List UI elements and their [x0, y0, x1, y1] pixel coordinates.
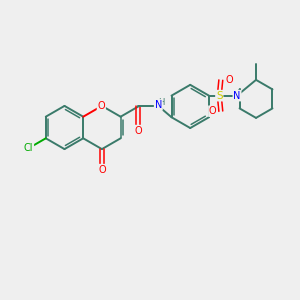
Text: N: N	[154, 100, 162, 110]
Text: O: O	[98, 165, 106, 175]
Text: O: O	[98, 101, 105, 111]
Text: Cl: Cl	[24, 143, 33, 153]
Text: H: H	[158, 98, 164, 107]
Text: S: S	[216, 91, 223, 100]
Text: O: O	[135, 126, 142, 136]
Text: O: O	[225, 75, 233, 85]
Text: N: N	[233, 91, 241, 100]
Text: O: O	[209, 106, 217, 116]
